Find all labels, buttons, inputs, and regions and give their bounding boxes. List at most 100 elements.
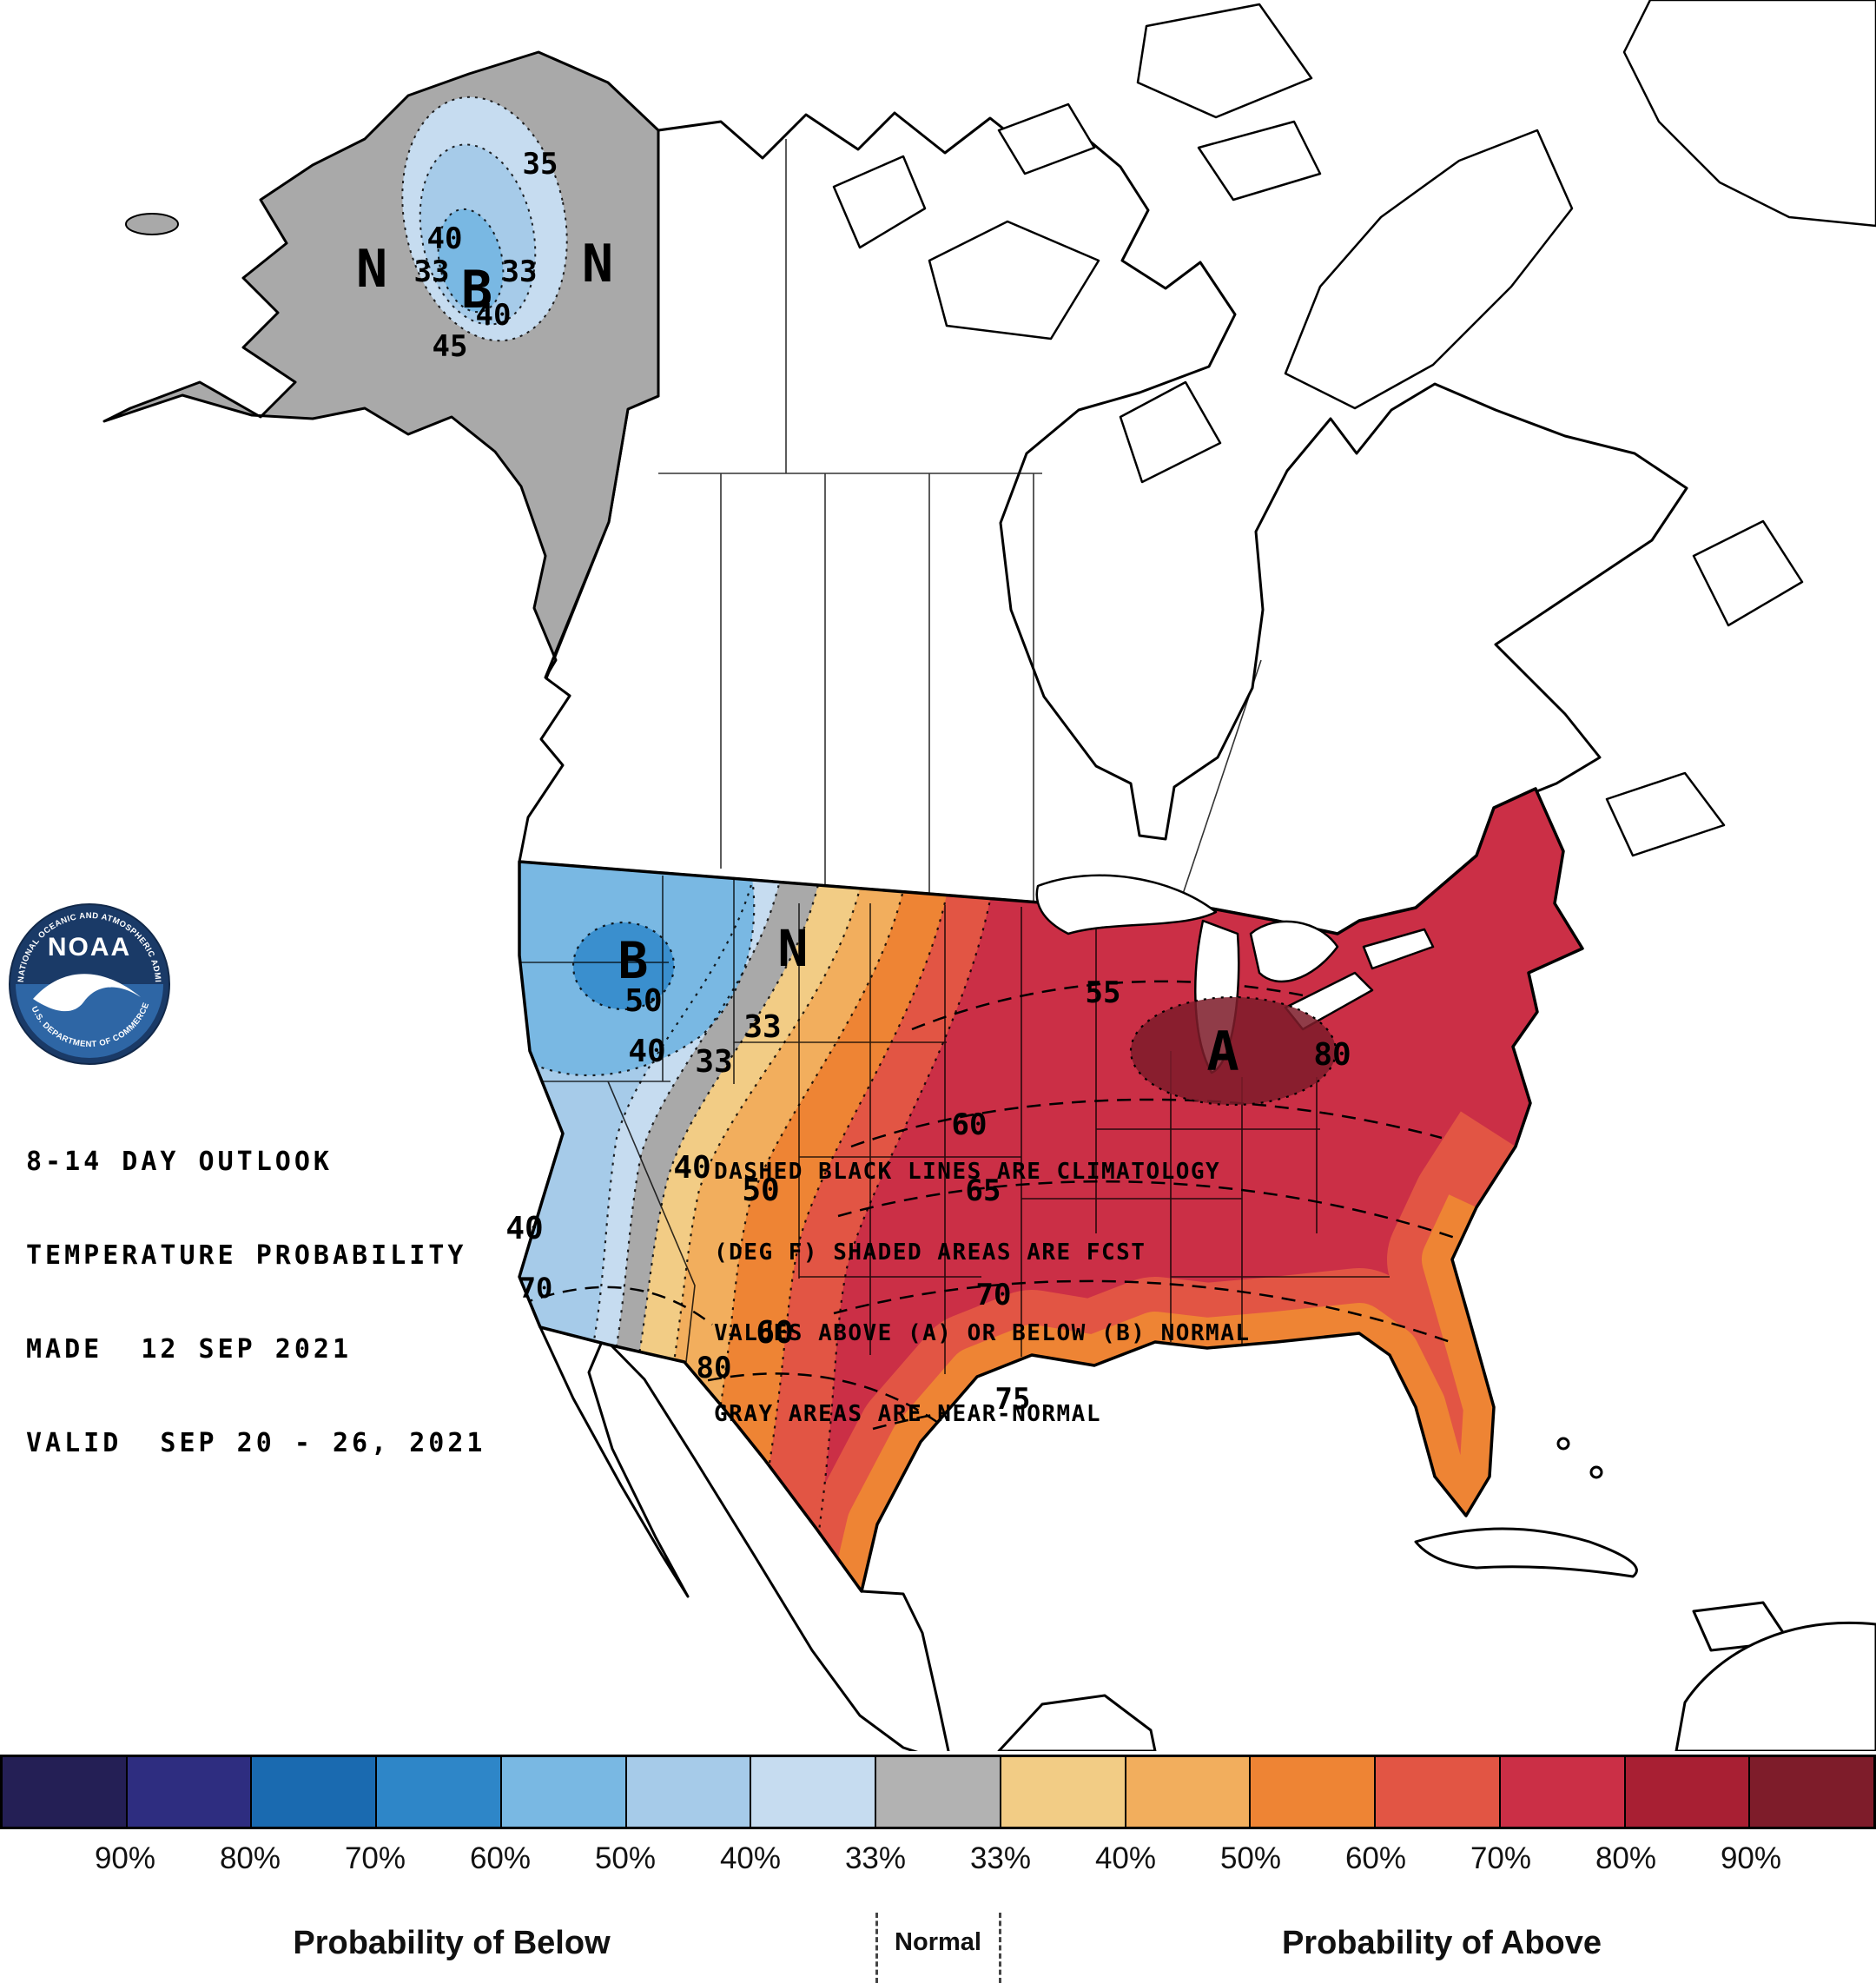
greenland [1622,0,1876,228]
noaa-logo: NOAA NATIONAL OCEANIC AND ATMOSPHERIC AD… [0,0,170,1065]
legend-color-cell [501,1757,627,1827]
legend-color-cell [252,1757,378,1827]
map-contour-label: 70 [519,1272,553,1305]
legend-color-cell [626,1757,752,1827]
title-line-2: TEMPERATURE PROBABILITY [26,1240,467,1271]
legend-color-cell [3,1757,128,1827]
noaa-ring-top-text: NATIONAL OCEANIC AND ATMOSPHERIC ADMINIS… [0,0,162,983]
map-contour-label: 60 [756,1315,793,1351]
legend-tick-label: 50% [1219,1841,1282,1875]
map-contour-label: 65 [966,1173,1001,1208]
legend-color-cell [1251,1757,1377,1827]
map-contour-label: 80 [697,1351,732,1385]
legend-color-cell [127,1757,253,1827]
legend-captions: Probability of Below Normal Probability … [0,1897,1876,1983]
legend-tick-label: 80% [219,1841,281,1875]
legend-tick-label: 80% [1595,1841,1657,1875]
map-contour-label: N [778,919,809,978]
st-lawrence-island [125,213,179,235]
map-contour-label: 33 [743,1009,781,1045]
legend-tick-label: 40% [719,1841,782,1875]
svg-text:NATIONAL OCEANIC AND ATMOSPHER: NATIONAL OCEANIC AND ATMOSPHERIC ADMINIS… [0,0,162,983]
lake-superior [1035,874,1218,935]
alaska-region [102,50,660,679]
legend-color-cell [1126,1757,1252,1827]
map-contour-label: N [356,239,387,300]
map-contour-label: 40 [673,1150,710,1186]
alaska-near-normal-area [102,50,660,679]
legend-color-cell [876,1757,1001,1827]
legend-tick-label: 40% [1094,1841,1157,1875]
legend-color-cell [377,1757,502,1827]
legend-tick-label: 70% [1470,1841,1532,1875]
legend-tick-label: 50% [594,1841,657,1875]
map-contour-label: 33 [502,254,538,289]
map-contour-label: 80 [1313,1037,1351,1073]
note-line-1: DASHED BLACK LINES ARE CLIMATOLOGY [714,1159,1221,1185]
map-contour-label: 50 [742,1173,779,1208]
arctic-islands [832,0,1876,857]
south-america-edge [1675,1621,1876,1751]
legend-color-cell [751,1757,877,1827]
bahamas-island [1589,1465,1603,1479]
legend-color-cell [1500,1757,1626,1827]
above-80-contour [1129,995,1338,1107]
cuba [1414,1527,1638,1578]
map-contour-label: 50 [624,983,662,1019]
legend-color-cell [1750,1757,1874,1827]
note-line-4: GRAY AREAS ARE NEAR-NORMAL [714,1401,1101,1427]
legend-tick-label: 33% [844,1841,907,1875]
legend-color-cell [1001,1757,1126,1827]
map-contour-label: 75 [995,1382,1031,1417]
us-outline [518,787,1584,1593]
map-contour-label: N [582,234,613,294]
above-80-area [1131,997,1336,1105]
normal-right-divider [999,1913,1001,1983]
noaa-seagull-icon [33,974,141,1012]
lake-huron [1249,920,1339,983]
map-contour-label: B [461,260,492,321]
map-contour-label: B [618,931,649,990]
note-line-3: VALUES ABOVE (A) OR BELOW (B) NORMAL [714,1320,1251,1346]
normal-label: Normal [895,1928,981,1956]
title-line-1: 8-14 DAY OUTLOOK [26,1147,333,1177]
map-contour-label: 45 [433,329,468,364]
map-contour-label: A [1206,1020,1239,1083]
map-contour-label: 33 [414,254,450,289]
legend-color-cell [1376,1757,1501,1827]
probability-contours [519,833,1001,1591]
map-contour-label: 40 [505,1211,543,1246]
legend-tick-label: 90% [94,1841,156,1875]
map-contour-label: 40 [427,221,463,256]
map-contour-label: 35 [523,147,558,182]
probability-of-above-label: Probability of Above [1281,1925,1602,1961]
probability-of-below-label: Probability of Below [293,1925,611,1961]
below-60-area [573,922,674,1009]
map-contour-label: 70 [976,1278,1012,1312]
title-block: 8-14 DAY OUTLOOK TEMPERATURE PROBABILITY… [26,1084,486,1522]
legend-tick-label: 90% [1720,1841,1782,1875]
legend-tick-label: 33% [969,1841,1032,1875]
map-contour-label: 40 [628,1034,665,1069]
yucatan [997,1694,1157,1751]
note-line-2: (DEG F) SHADED AREAS ARE FCST [714,1239,1146,1266]
legend-tick-label: 60% [1344,1841,1407,1875]
probability-legend: 90% 80% 70% 60% 50% 40% 33% 33% 40% 50% 60% 70% 80% 9… [0,1755,1876,1983]
normal-left-divider [875,1913,878,1983]
map-contour-label: 33 [695,1044,732,1080]
alaska-contours [401,96,568,342]
legend-color-bar [0,1755,1876,1829]
legend-tick-label: 60% [469,1841,532,1875]
map-contour-label: 55 [1086,975,1121,1010]
mexico-and-caribbean [538,1325,1876,1751]
canada-province-borders [658,139,1262,902]
note-block: DASHED BLACK LINES ARE CLIMATOLOGY (DEG … [714,1105,1251,1482]
alaska-below-50-area [438,208,504,313]
title-line-4: VALID SEP 20 - 26, 2021 [26,1428,486,1458]
legend-tick-label: 70% [344,1841,406,1875]
noaa-acronym: NOAA [48,933,131,962]
lake-ontario [1362,928,1435,970]
